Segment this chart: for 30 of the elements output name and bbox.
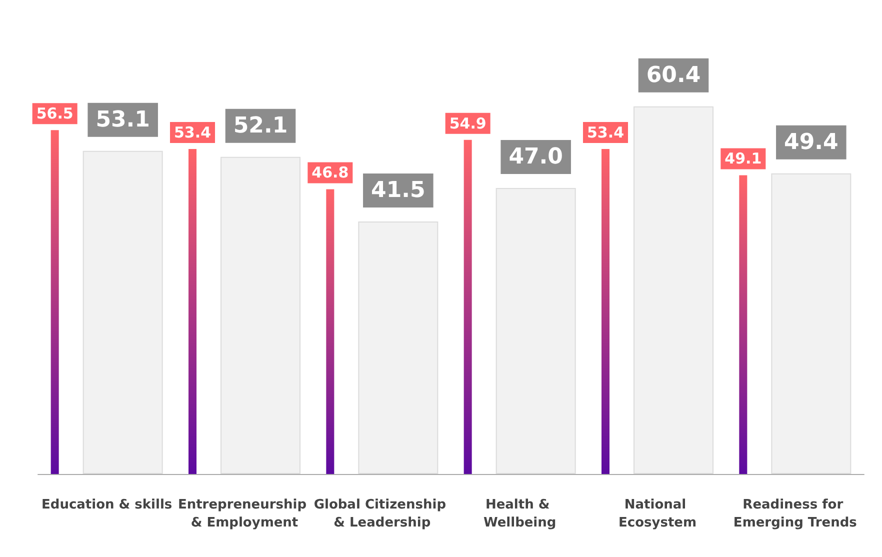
- bar: [496, 188, 576, 474]
- data-label: 53.4: [174, 124, 212, 142]
- x-tick-label: Entrepreneurship & Employment: [178, 498, 312, 530]
- data-label: 53.1: [96, 107, 150, 132]
- bar: [82, 150, 163, 474]
- data-label: 41.5: [371, 178, 426, 203]
- data-label: 47.0: [508, 144, 563, 170]
- data-label: 54.9: [449, 114, 486, 132]
- data-label: 60.4: [646, 62, 701, 88]
- bar: [771, 173, 852, 474]
- data-label: 56.5: [36, 104, 74, 123]
- bar: [602, 149, 610, 474]
- data-label: 49.4: [784, 130, 838, 155]
- bar: [464, 140, 472, 474]
- bar: [358, 221, 438, 474]
- data-label: 52.1: [233, 113, 288, 138]
- x-tick-label: Readiness for Emerging Trends: [733, 498, 858, 530]
- data-label: 46.8: [312, 164, 349, 182]
- x-tick-label: Education & skills: [42, 498, 172, 512]
- x-tick-label: Global Citizenship & Leadership: [314, 498, 451, 530]
- data-label: 49.1: [724, 150, 762, 168]
- bar: [188, 149, 196, 474]
- data-label: 53.4: [586, 124, 624, 142]
- bar: [220, 156, 300, 474]
- x-tick-label: National Ecosystem: [618, 498, 697, 530]
- x-tick-label: Health & Wellbeing: [483, 498, 556, 530]
- bar: [739, 175, 748, 474]
- bar: [50, 130, 59, 474]
- bar: [634, 106, 714, 474]
- bar: [326, 189, 334, 474]
